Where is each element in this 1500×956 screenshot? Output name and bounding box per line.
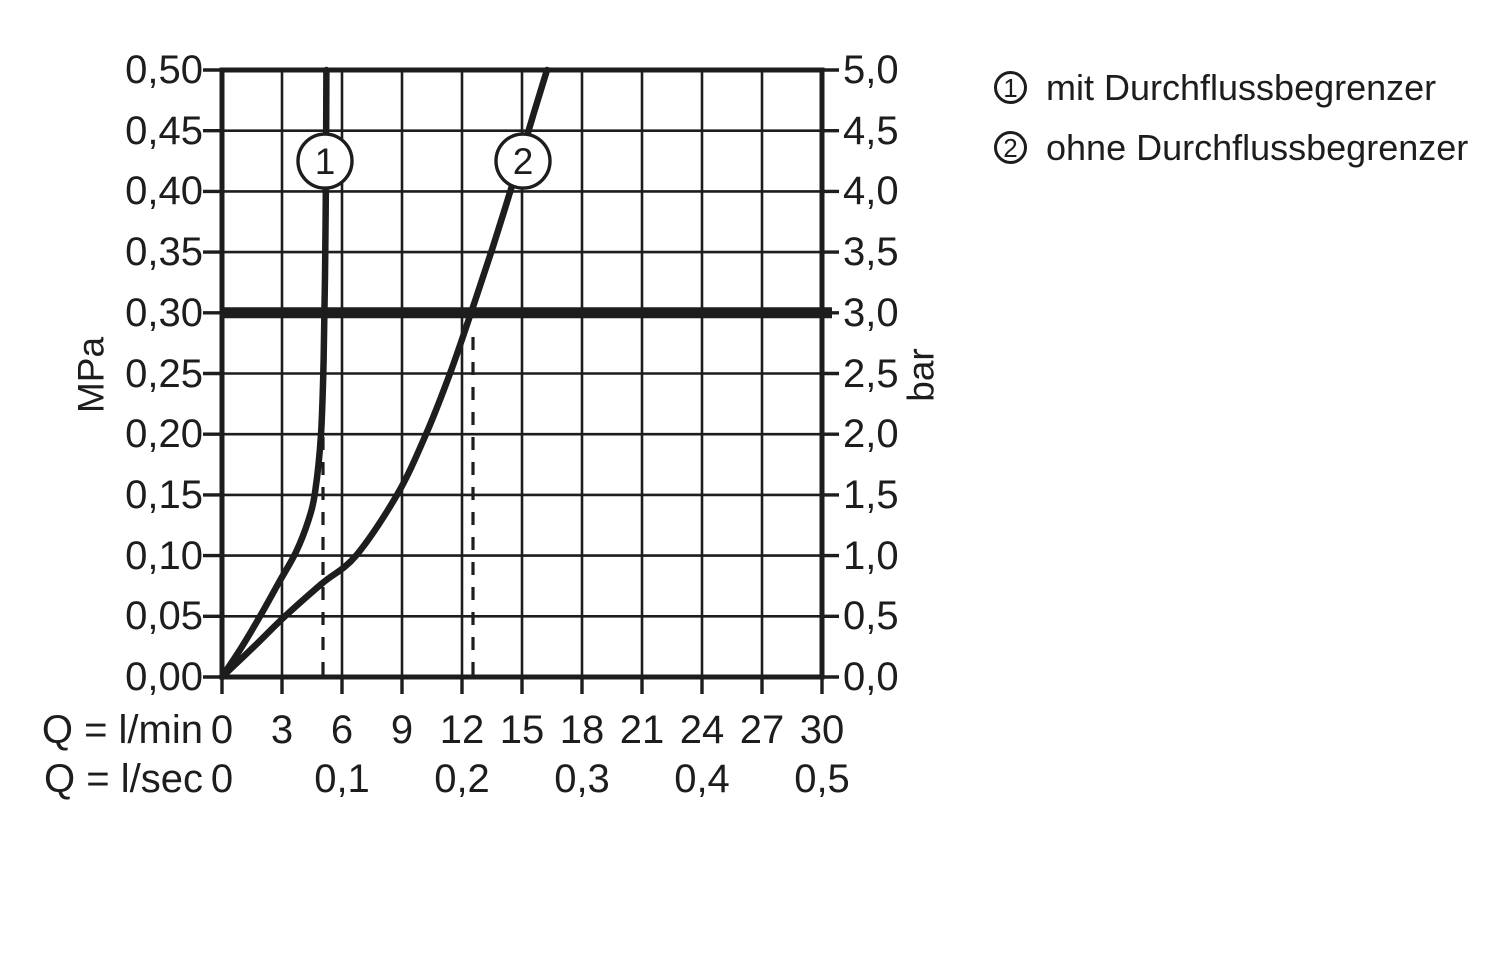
x-tick-lmin-18: 18 (559, 708, 605, 752)
y-tick-mpa-0,20: 0,20 (125, 412, 203, 457)
curve-badge-label-1: 1 (315, 141, 336, 182)
y-tick-mpa-0,50: 0,50 (125, 48, 203, 92)
y-tick-mpa-0,05: 0,05 (125, 594, 203, 639)
x-tick-lmin-9: 9 (390, 708, 414, 752)
y-tick-bar-1,0: 1,0 (843, 533, 899, 578)
y-tick-bar-3,5: 3,5 (843, 230, 899, 275)
curve-badge-1 (296, 132, 354, 190)
x-tick-lmin-24: 24 (679, 708, 725, 752)
x-tick-lmin-0: 0 (210, 708, 234, 752)
x-tick-lmin-6: 6 (330, 708, 354, 752)
x-tick-lsec-0,3: 0,3 (554, 757, 610, 801)
x-tick-lsec-0,4: 0,4 (674, 757, 730, 801)
y-tick-mpa-0,45: 0,45 (125, 108, 203, 153)
y-tick-bar-3,0: 3,0 (843, 290, 899, 335)
plot-frame (219, 67, 825, 680)
x-tick-lsec-0: 0 (210, 757, 234, 801)
x-axis-label-lmin: Q = l/min (41, 708, 203, 752)
legend-item-1: 1 mit Durchflussbegrenzer (994, 66, 1468, 109)
y-tick-mpa-0,00: 0,00 (125, 655, 203, 699)
y-tick-mpa-0,35: 0,35 (125, 230, 203, 275)
x-axis-label-lsec: Q = l/sec (44, 757, 203, 801)
y-tick-mpa-0,25: 0,25 (125, 351, 203, 396)
x-tick-lsec-0,2: 0,2 (434, 757, 490, 801)
legend-label-2: ohne Durchflussbegrenzer (1046, 126, 1469, 168)
y-tick-bar-2,5: 2,5 (843, 351, 899, 396)
y-tick-bar-1,5: 1,5 (843, 472, 899, 517)
left-axis-unit-mpa: MPa (70, 336, 112, 414)
y-tick-bar-0,5: 0,5 (843, 594, 899, 639)
y-tick-bar-0,0: 0,0 (843, 655, 899, 699)
x-tick-lmin-3: 3 (270, 708, 294, 752)
x-tick-lmin-30: 30 (799, 708, 845, 752)
y-tick-mpa-0,10: 0,10 (125, 533, 203, 578)
y-tick-bar-4,0: 4,0 (843, 169, 899, 214)
y-tick-bar-4,5: 4,5 (843, 108, 899, 153)
x-tick-lmin-12: 12 (439, 708, 485, 752)
y-tick-mpa-0,30: 0,30 (125, 290, 203, 335)
legend-item-2: 2 ohne Durchflussbegrenzer (994, 126, 1468, 169)
y-tick-bar-5,0: 5,0 (843, 48, 899, 92)
legend-marker-1-icon: 1 (994, 71, 1027, 104)
curve-badge-label-2: 2 (513, 141, 534, 182)
legend: 1 mit Durchflussbegrenzer 2 ohne Durchfl… (994, 66, 1468, 169)
legend-label-1: mit Durchflussbegrenzer (1046, 66, 1437, 108)
curve-1 (218, 66, 330, 681)
y-tick-bar-2,0: 2,0 (843, 412, 899, 457)
x-tick-lsec-0,1: 0,1 (314, 757, 370, 801)
right-axis-unit-bar: bar (900, 348, 942, 402)
y-tick-mpa-0,15: 0,15 (125, 472, 203, 517)
y-tick-mpa-0,40: 0,40 (125, 169, 203, 214)
x-tick-lmin-21: 21 (619, 708, 665, 752)
x-tick-lmin-27: 27 (739, 708, 785, 752)
legend-marker-2-icon: 2 (994, 131, 1027, 164)
curve-badge-2 (494, 132, 552, 190)
x-tick-lsec-0,5: 0,5 (794, 757, 850, 801)
x-tick-lmin-15: 15 (499, 708, 545, 752)
